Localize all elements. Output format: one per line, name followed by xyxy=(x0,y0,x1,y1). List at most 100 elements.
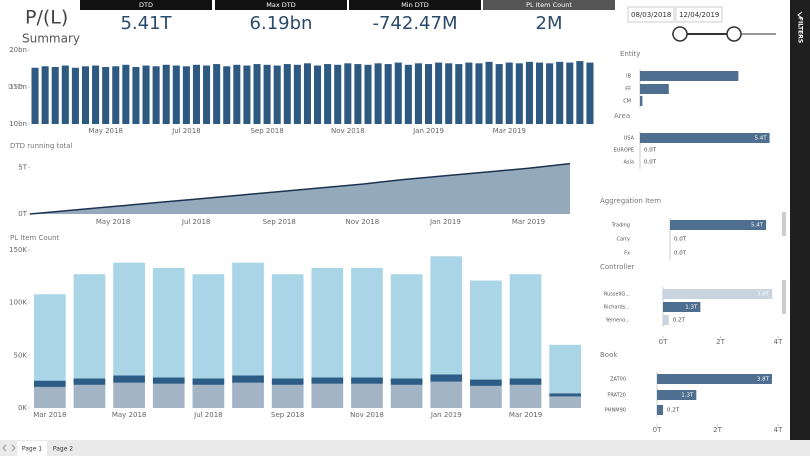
bar-segment xyxy=(509,274,542,379)
x-tick-label: Jan 2019 xyxy=(429,218,461,226)
x-tick-label: 2T xyxy=(713,426,722,434)
bar xyxy=(475,63,483,124)
data-label: 5.4T xyxy=(754,136,767,142)
bar[interactable] xyxy=(657,390,697,400)
bar-segment xyxy=(470,280,502,380)
x-tick-label: Jan 2019 xyxy=(430,411,462,419)
bar xyxy=(203,65,211,124)
page-tab[interactable]: Page 1 xyxy=(22,446,42,453)
x-tick-label: 0T xyxy=(653,426,662,434)
collapse-icon[interactable] xyxy=(797,11,803,19)
kpi-label: Min DTD xyxy=(401,1,429,9)
bar-segment xyxy=(351,383,383,408)
bar-segment xyxy=(549,393,582,397)
category-label[interactable]: USA xyxy=(624,136,635,142)
x-tick-label: Jul 2018 xyxy=(171,127,201,135)
x-tick-label: May 2018 xyxy=(112,411,147,419)
bar xyxy=(576,61,584,124)
bar[interactable] xyxy=(640,84,669,94)
bar-segment xyxy=(390,274,423,379)
line xyxy=(29,162,571,215)
category-label[interactable]: FRAT20 xyxy=(607,393,626,399)
page-nav-arrows[interactable] xyxy=(2,444,16,452)
bar xyxy=(394,62,402,124)
bar-segment xyxy=(232,382,264,408)
category-label[interactable]: Trading xyxy=(611,223,630,229)
bar xyxy=(41,66,49,124)
chart-title: Book xyxy=(600,351,618,359)
date-end-box[interactable] xyxy=(675,6,723,23)
bar-segment xyxy=(192,274,225,379)
category-label[interactable]: Carry xyxy=(616,237,630,243)
data-label: 1.3T xyxy=(681,393,694,399)
bar xyxy=(364,64,372,124)
bar xyxy=(485,61,493,124)
bar xyxy=(293,64,301,124)
slider-handle[interactable] xyxy=(672,26,688,42)
category-label[interactable]: Asia xyxy=(624,160,634,166)
x-tick-label: May 2018 xyxy=(88,127,123,135)
bar[interactable] xyxy=(657,374,772,384)
bar[interactable] xyxy=(663,302,701,312)
bar-segment xyxy=(33,380,66,387)
bar xyxy=(384,64,392,124)
bar[interactable] xyxy=(663,289,773,299)
bar-segment xyxy=(152,377,185,384)
category-label[interactable]: Yemeno... xyxy=(605,318,631,324)
scrollbar[interactable] xyxy=(782,280,786,314)
date-start-box[interactable] xyxy=(627,6,675,23)
x-tick-label: Jul 2018 xyxy=(193,411,223,419)
bar xyxy=(314,65,322,124)
data-label: 0.0T xyxy=(644,148,657,154)
bar xyxy=(404,64,412,124)
date-end[interactable]: 12/04/2019 xyxy=(679,11,719,19)
bar[interactable] xyxy=(640,133,770,143)
page-tab[interactable]: Page 2 xyxy=(53,446,73,453)
category-label[interactable]: EUROPE xyxy=(614,148,634,154)
category-label[interactable]: Fx xyxy=(624,251,630,257)
bar xyxy=(81,66,90,124)
bar[interactable] xyxy=(657,405,664,415)
bar-segment xyxy=(509,378,542,385)
kpi-label: DTD xyxy=(139,1,153,9)
scrollbar[interactable] xyxy=(782,212,786,236)
bar xyxy=(31,67,39,124)
x-tick-label: Mar 2019 xyxy=(512,218,545,226)
bar xyxy=(102,67,110,124)
x-tick-label: Jul 2018 xyxy=(181,218,211,226)
category-label[interactable]: PHNM90 xyxy=(605,408,626,414)
kpi-header xyxy=(483,0,615,10)
y-tick-label: 50K xyxy=(14,351,28,359)
y-tick-label: 150K xyxy=(9,246,27,254)
y-tick-label: 100K xyxy=(9,299,27,307)
slider-handle[interactable] xyxy=(726,26,742,42)
x-tick-label: 4T xyxy=(774,426,783,434)
category-label[interactable]: FF xyxy=(625,87,631,93)
bar[interactable] xyxy=(663,315,669,325)
page-tab-active[interactable] xyxy=(17,441,47,456)
bar-segment xyxy=(192,384,225,408)
data-label: 0.2T xyxy=(673,318,686,324)
bar-segment xyxy=(509,384,542,408)
bar xyxy=(414,63,422,124)
category-label[interactable]: ZAT00 xyxy=(610,377,626,383)
bar[interactable] xyxy=(640,96,643,106)
category-label[interactable]: IB xyxy=(626,74,631,80)
bar xyxy=(253,64,261,124)
filters-label[interactable]: FILTERS xyxy=(797,17,804,43)
bar[interactable] xyxy=(670,220,767,230)
category-label[interactable]: RussellG... xyxy=(604,292,631,298)
category-label[interactable]: CM xyxy=(623,99,631,105)
filters-pane[interactable] xyxy=(790,0,810,440)
x-tick-label: Nov 2018 xyxy=(331,127,365,135)
bar xyxy=(344,63,352,124)
date-start[interactable]: 08/03/2018 xyxy=(631,11,671,19)
category-label[interactable]: Richards... xyxy=(604,305,631,311)
page-tabs-bar xyxy=(0,440,810,456)
bar xyxy=(334,64,342,124)
bar xyxy=(354,64,362,124)
bar[interactable] xyxy=(640,71,739,81)
kpi-label: PL Item Count xyxy=(526,1,572,9)
report-title: P/(L) xyxy=(25,7,68,29)
